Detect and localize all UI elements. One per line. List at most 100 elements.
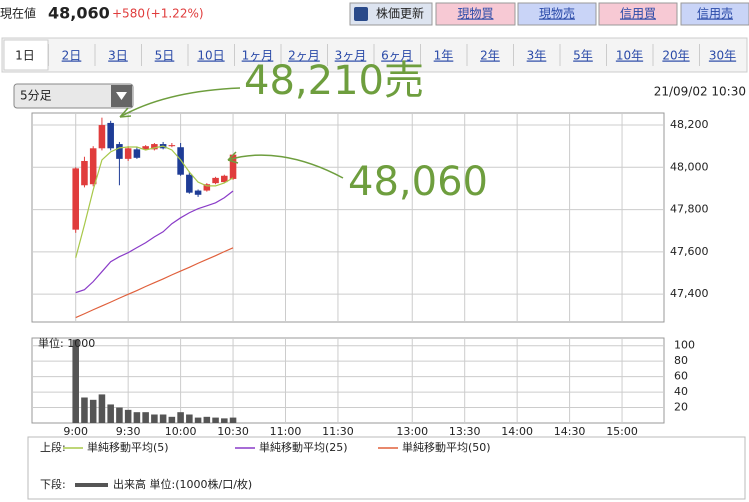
candle-body	[133, 149, 141, 158]
action-button[interactable]	[435, 2, 516, 26]
candle-body	[116, 144, 123, 159]
tab[interactable]: 10日	[197, 49, 224, 63]
volume-bar	[81, 397, 88, 423]
y-tick-label: 80	[674, 354, 688, 367]
charts: 47,400 47,600 47,800 48,000 48,200 単純移動平均(5) 単…	[31, 112, 709, 491]
action-button[interactable]	[680, 2, 749, 26]
action-button[interactable]	[598, 2, 678, 26]
tab[interactable]: 3年	[527, 49, 547, 63]
action-button[interactable]	[349, 2, 433, 26]
tab[interactable]: 6ヶ月	[381, 49, 413, 63]
candle-body	[177, 147, 184, 175]
y-tick-label: 48,200	[670, 118, 709, 131]
y-tick-label: 40	[674, 385, 688, 398]
annotation-arrow	[227, 154, 344, 179]
volume-bar	[177, 412, 184, 423]
legend-lower-label: 下段:	[40, 477, 66, 491]
candle-body	[98, 125, 106, 149]
price-label: 現在値	[0, 6, 36, 21]
volume-bar	[133, 412, 141, 423]
timestamp: 21/09/02 10:30	[654, 85, 746, 99]
x-tick-label: 9:30	[116, 425, 141, 438]
volume-bar	[151, 414, 158, 423]
x-tick-label: 14:30	[554, 425, 586, 438]
price-change: +580	[112, 7, 145, 21]
volume-bar	[107, 404, 114, 423]
y-tick-label: 20	[674, 401, 688, 414]
volume-bar	[186, 414, 193, 423]
tabs: 1日 2日 3日 5日 10日 1ヶ月 2ヶ月 3ヶ月 6ヶ月 1年 2年 3年 5年 10年 20年 30年	[15, 44, 736, 66]
tab[interactable]: 1ヶ月	[242, 49, 274, 63]
volume-unit-label: 単位: 1000	[38, 336, 95, 350]
tab[interactable]: 5日	[155, 49, 175, 63]
tab[interactable]: 2日	[62, 49, 82, 63]
moving-average-line	[75, 145, 234, 258]
moving-average-line	[75, 190, 234, 294]
tab[interactable]: 2ヶ月	[288, 49, 320, 63]
tab[interactable]: 30年	[709, 49, 736, 63]
candle-body	[151, 144, 158, 150]
interval-label: 5分足	[20, 89, 52, 103]
candle-body	[194, 190, 202, 195]
y-tick-label: 100	[674, 339, 695, 352]
tab[interactable]: 2年	[480, 49, 500, 63]
interval-dropdown[interactable]	[13, 83, 134, 109]
tab[interactable]: 3日	[108, 49, 128, 63]
volume-bar	[203, 416, 211, 423]
annotation-last: 48,060	[348, 159, 488, 205]
action-button[interactable]	[517, 2, 597, 26]
x-tick-label: 10:30	[217, 425, 249, 438]
legend-entry: 出来高 単位:(1000株/口/枚)	[113, 477, 252, 491]
annotation-high: 48,210売	[244, 58, 424, 104]
x-tick-label: 13:30	[449, 425, 481, 438]
legend-entry: 単純移動平均(5)	[87, 440, 169, 454]
tab[interactable]: 3ヶ月	[335, 49, 367, 63]
moving-average-line	[75, 247, 234, 319]
tab[interactable]: 20年	[662, 49, 689, 63]
candle-body	[81, 160, 88, 186]
volume-bar	[194, 417, 202, 423]
action-button-label: 現物売	[539, 6, 575, 21]
x-tick-label: 11:30	[322, 425, 354, 438]
current-price: 48,060	[48, 4, 110, 23]
tab[interactable]: 1日	[15, 49, 35, 63]
candle-body	[221, 175, 228, 183]
price-change-pct: (+1.22%)	[146, 7, 204, 21]
candle-body	[72, 168, 79, 230]
candle-body	[168, 145, 176, 147]
volume-bar	[229, 417, 237, 423]
candle-body	[124, 148, 132, 159]
x-tick-label: 11:00	[270, 425, 302, 438]
volume-bar	[124, 409, 132, 423]
volume-bar	[116, 407, 123, 423]
dropdown-arrow	[116, 92, 127, 100]
volume-bar	[72, 339, 79, 423]
action-button-label: 株価更新	[376, 6, 424, 21]
tab[interactable]: 1年	[434, 49, 454, 63]
x-tick-label: 14:00	[501, 425, 533, 438]
candle-body	[212, 177, 219, 184]
legend-entry: 単純移動平均(25)	[259, 440, 348, 454]
candle-body	[89, 148, 97, 185]
candle-body	[203, 184, 211, 191]
x-tick-label: 15:00	[606, 425, 638, 438]
candle-body	[142, 146, 149, 150]
legend-entry: 単純移動平均(50)	[402, 440, 491, 454]
candle-body	[229, 154, 237, 179]
volume-bar	[212, 417, 219, 423]
y-tick-label: 47,400	[670, 287, 709, 300]
annotation-arrowhead	[119, 107, 132, 118]
x-tick-label: 10:00	[165, 425, 197, 438]
tab-selected-bg	[3, 39, 49, 71]
tab[interactable]: 5年	[573, 49, 593, 63]
volume-bar	[89, 399, 97, 423]
plot-area	[31, 337, 665, 424]
tab[interactable]: 10年	[616, 49, 643, 63]
action-button-label: 現物買	[457, 7, 493, 21]
y-tick-label: 47,600	[670, 245, 709, 258]
annotation-arrow	[119, 87, 241, 118]
candle-body	[107, 122, 114, 149]
x-tick-label: 9:00	[63, 425, 88, 438]
